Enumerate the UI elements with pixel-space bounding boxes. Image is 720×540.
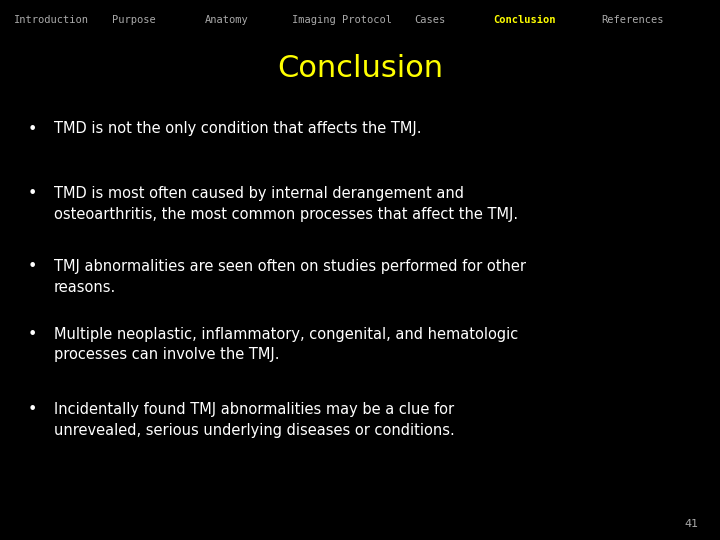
- Text: Anatomy: Anatomy: [205, 15, 249, 25]
- Text: References: References: [601, 15, 664, 25]
- Text: Cases: Cases: [414, 15, 445, 25]
- Text: 41: 41: [684, 519, 698, 529]
- Text: •: •: [27, 186, 37, 201]
- Text: Conclusion: Conclusion: [493, 15, 556, 25]
- Text: Imaging Protocol: Imaging Protocol: [292, 15, 392, 25]
- Text: •: •: [27, 327, 37, 342]
- Text: •: •: [27, 402, 37, 417]
- Text: •: •: [27, 122, 37, 137]
- Text: Incidentally found TMJ abnormalities may be a clue for
unrevealed, serious under: Incidentally found TMJ abnormalities may…: [54, 402, 455, 438]
- Text: TMJ abnormalities are seen often on studies performed for other
reasons.: TMJ abnormalities are seen often on stud…: [54, 259, 526, 295]
- Text: TMD is most often caused by internal derangement and
osteoarthritis, the most co: TMD is most often caused by internal der…: [54, 186, 518, 222]
- Text: Conclusion: Conclusion: [277, 54, 443, 83]
- Text: Purpose: Purpose: [112, 15, 156, 25]
- Text: Introduction: Introduction: [14, 15, 89, 25]
- Text: •: •: [27, 259, 37, 274]
- Text: TMD is not the only condition that affects the TMJ.: TMD is not the only condition that affec…: [54, 122, 421, 137]
- Text: Multiple neoplastic, inflammatory, congenital, and hematologic
processes can inv: Multiple neoplastic, inflammatory, conge…: [54, 327, 518, 362]
